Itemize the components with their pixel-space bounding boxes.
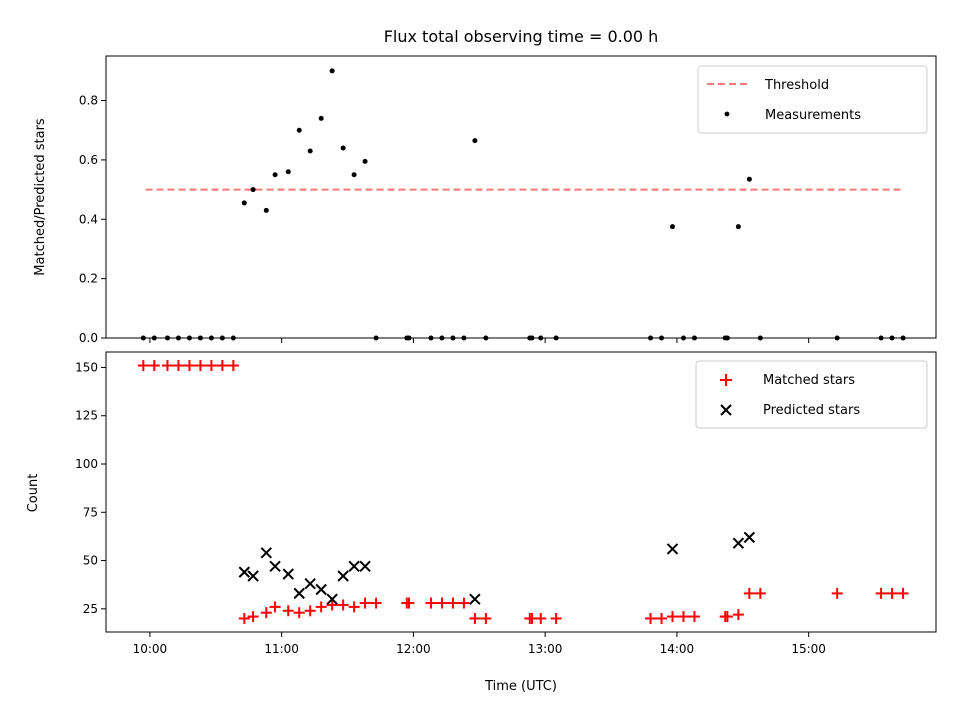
top-legend: Threshold Measurements xyxy=(698,66,927,133)
measurements-legend-label: Measurements xyxy=(765,108,861,123)
measurement-point-13 xyxy=(286,169,291,174)
measurement-point-41 xyxy=(736,224,741,229)
predicted-stars-legend-label: Predicted stars xyxy=(763,403,860,418)
bottom-legend: Matched stars Predicted stars xyxy=(696,361,927,428)
top-chart-title: Flux total observing time = 0.00 h xyxy=(384,27,659,46)
measurement-point-12 xyxy=(273,172,278,177)
measurements-legend-swatch xyxy=(725,112,730,117)
bottom-xtick-label-1: 11:00 xyxy=(264,642,299,656)
measurement-point-42 xyxy=(747,177,752,182)
top-ytick-label-2: 0.4 xyxy=(79,212,98,226)
top-ytick-label-0: 0.0 xyxy=(79,331,98,345)
bottom-ytick-label-3: 100 xyxy=(75,457,98,471)
bottom-ytick-label-1: 50 xyxy=(83,554,98,568)
bottom-ytick-label-5: 150 xyxy=(75,360,98,374)
matched-stars-legend-label: Matched stars xyxy=(763,373,855,388)
measurement-point-20 xyxy=(363,159,368,164)
bottom-ytick-label-0: 25 xyxy=(83,602,98,616)
threshold-legend-label: Threshold xyxy=(764,78,829,93)
top-ytick-label-3: 0.6 xyxy=(79,153,98,167)
bottom-xtick-label-2: 12:00 xyxy=(396,642,431,656)
top-y-axis-label: Matched/Predicted stars xyxy=(33,118,48,276)
measurement-point-16 xyxy=(319,116,324,121)
bottom-xtick-label-4: 14:00 xyxy=(660,642,695,656)
measurement-point-18 xyxy=(341,146,346,151)
top-ytick-label-1: 0.2 xyxy=(79,272,98,286)
measurement-point-11 xyxy=(264,208,269,213)
measurement-point-9 xyxy=(242,200,247,205)
measurement-point-36 xyxy=(670,224,675,229)
measurement-point-10 xyxy=(251,187,256,192)
bottom-ytick-label-2: 75 xyxy=(83,505,98,519)
bottom-x-axis-label: Time (UTC) xyxy=(484,679,557,694)
bottom-xtick-label-3: 13:00 xyxy=(528,642,563,656)
measurement-point-19 xyxy=(352,172,357,177)
bottom-xtick-label-5: 15:00 xyxy=(791,642,826,656)
top-ytick-label-4: 0.8 xyxy=(79,94,98,108)
figure: Flux total observing time = 0.00 h Match… xyxy=(0,0,960,720)
measurement-point-15 xyxy=(308,148,313,153)
bottom-y-axis-label: Count xyxy=(26,474,41,513)
bottom-xtick-label-0: 10:00 xyxy=(133,642,168,656)
bottom-ytick-label-4: 125 xyxy=(75,409,98,423)
measurement-point-28 xyxy=(472,138,477,143)
measurement-point-14 xyxy=(297,128,302,133)
measurement-point-17 xyxy=(330,68,335,73)
